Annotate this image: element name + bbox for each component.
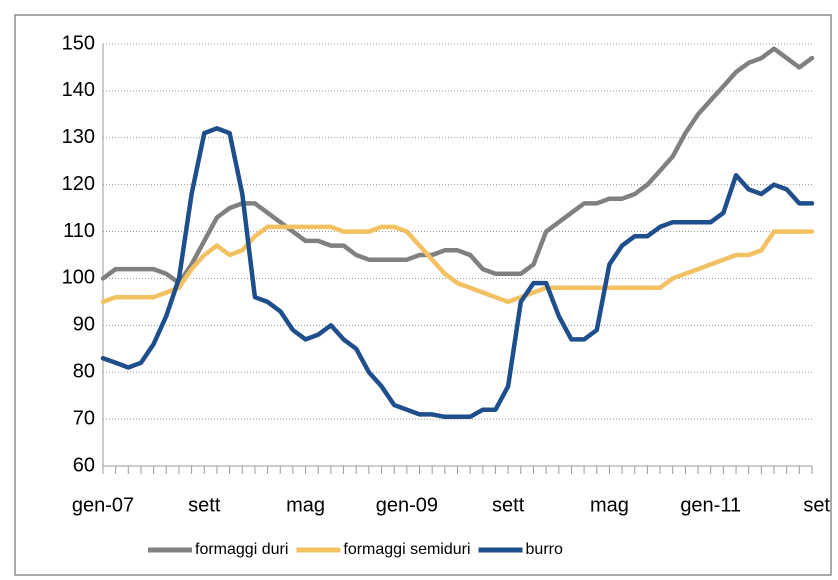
y-tick-label: 100 xyxy=(62,267,95,289)
line-series xyxy=(100,224,815,305)
y-tick-label: 140 xyxy=(62,79,95,101)
x-tick-label: sett xyxy=(492,494,525,516)
x-tick-label: set xyxy=(803,494,830,516)
legend: formaggi duri formaggi semiduri burro xyxy=(148,541,563,558)
line-series xyxy=(100,46,815,286)
x-tick-label: sett xyxy=(188,494,221,516)
line-series xyxy=(100,126,815,420)
legend-label: burro xyxy=(526,541,563,558)
x-tick-label: gen-07 xyxy=(72,494,134,516)
y-tick-label: 150 xyxy=(62,32,95,54)
x-tick-label: mag xyxy=(590,494,629,516)
legend-label: formaggi semiduri xyxy=(343,541,470,558)
y-tick-label: 90 xyxy=(73,314,95,336)
legend-label: formaggi duri xyxy=(195,541,288,558)
y-tick-label: 130 xyxy=(62,126,95,148)
y-tick-label: 70 xyxy=(73,407,95,429)
x-tick-label: gen-09 xyxy=(376,494,438,516)
x-tick-label: mag xyxy=(286,494,325,516)
y-tick-label: 80 xyxy=(73,361,95,383)
y-tick-label: 110 xyxy=(63,220,95,242)
x-tick-label: gen-11 xyxy=(680,494,741,516)
y-tick-label: 60 xyxy=(73,454,95,476)
y-tick-label: 120 xyxy=(62,173,95,195)
